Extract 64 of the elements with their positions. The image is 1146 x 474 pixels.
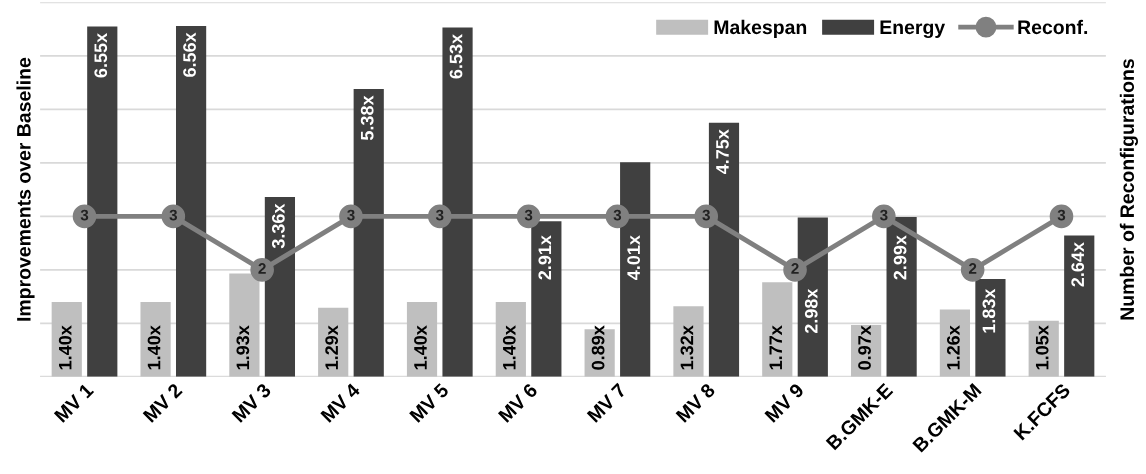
data-label: 1.93x xyxy=(236,325,250,370)
legend-label: Energy xyxy=(880,20,946,39)
data-label: 3 xyxy=(80,209,89,221)
bar xyxy=(1064,235,1095,377)
y-axis-title: Improvements over Baseline xyxy=(16,57,35,321)
bar xyxy=(708,122,740,377)
bar xyxy=(442,27,473,377)
data-label: 1.83x xyxy=(982,288,996,333)
bar xyxy=(353,89,384,377)
x-tick-label: MV 4 xyxy=(320,382,361,423)
data-label: 1.40x xyxy=(414,325,427,370)
data-label: 3 xyxy=(169,209,178,221)
x-tick-label: MV 5 xyxy=(409,382,450,423)
data-label: 1.26x xyxy=(946,325,960,370)
bar xyxy=(87,26,118,377)
data-label: 2.64x xyxy=(1071,242,1085,287)
bar xyxy=(673,306,704,377)
data-label: 2 xyxy=(968,263,977,274)
data-label: 0.97x xyxy=(858,325,871,370)
data-label: 2.99x xyxy=(893,235,907,280)
data-label: 1.77x xyxy=(769,325,782,370)
bar xyxy=(531,221,562,377)
x-tick-label: MV 2 xyxy=(142,382,183,423)
data-label: 4.01x xyxy=(627,235,641,280)
data-label: 2 xyxy=(791,263,799,274)
data-label: 3 xyxy=(347,209,355,221)
data-label: 2.98x xyxy=(804,288,818,334)
data-label: 3 xyxy=(1057,209,1066,221)
x-tick-label: MV 9 xyxy=(764,382,805,423)
y2-axis-title: Number of Reconfigurations xyxy=(1119,59,1138,320)
data-label: 3 xyxy=(435,209,444,221)
data-label: 1.40x xyxy=(502,325,516,370)
legend-label: Makespan xyxy=(714,19,807,38)
x-tick-label: MV 6 xyxy=(497,382,539,423)
data-label: 1.05x xyxy=(1035,325,1049,370)
data-label: 6.56x xyxy=(183,32,196,77)
data-label: 6.53x xyxy=(449,34,463,79)
data-label: 1.40x xyxy=(147,325,161,370)
bar xyxy=(975,278,1006,377)
bar xyxy=(620,162,651,377)
data-label: 2.91x xyxy=(538,235,552,280)
data-label: 3.36x xyxy=(271,203,285,249)
data-label: 0.89x xyxy=(591,325,605,370)
data-label: 1.40x xyxy=(58,325,72,370)
data-label: 1.29x xyxy=(325,325,339,370)
data-label: 4.75x xyxy=(716,129,729,175)
data-label: 5.38x xyxy=(360,95,374,141)
legend-label: Reconf. xyxy=(1018,19,1088,35)
data-label: 3 xyxy=(613,209,622,221)
x-tick-label: MV 3 xyxy=(231,382,272,423)
x-tick-label: MV 1 xyxy=(53,382,95,423)
x-tick-label: MV 8 xyxy=(675,382,716,423)
bar xyxy=(762,282,793,377)
data-label: 3 xyxy=(879,209,888,221)
data-label: 3 xyxy=(524,209,533,221)
data-label: 1.32x xyxy=(680,325,694,370)
bar xyxy=(229,273,260,377)
bar xyxy=(176,25,207,377)
bar xyxy=(886,216,917,377)
x-tick-label: MV 7 xyxy=(586,382,627,423)
data-label: 3 xyxy=(702,209,710,221)
data-label: 6.55x xyxy=(94,32,108,78)
bar xyxy=(140,301,171,377)
data-label: 2 xyxy=(258,263,266,274)
